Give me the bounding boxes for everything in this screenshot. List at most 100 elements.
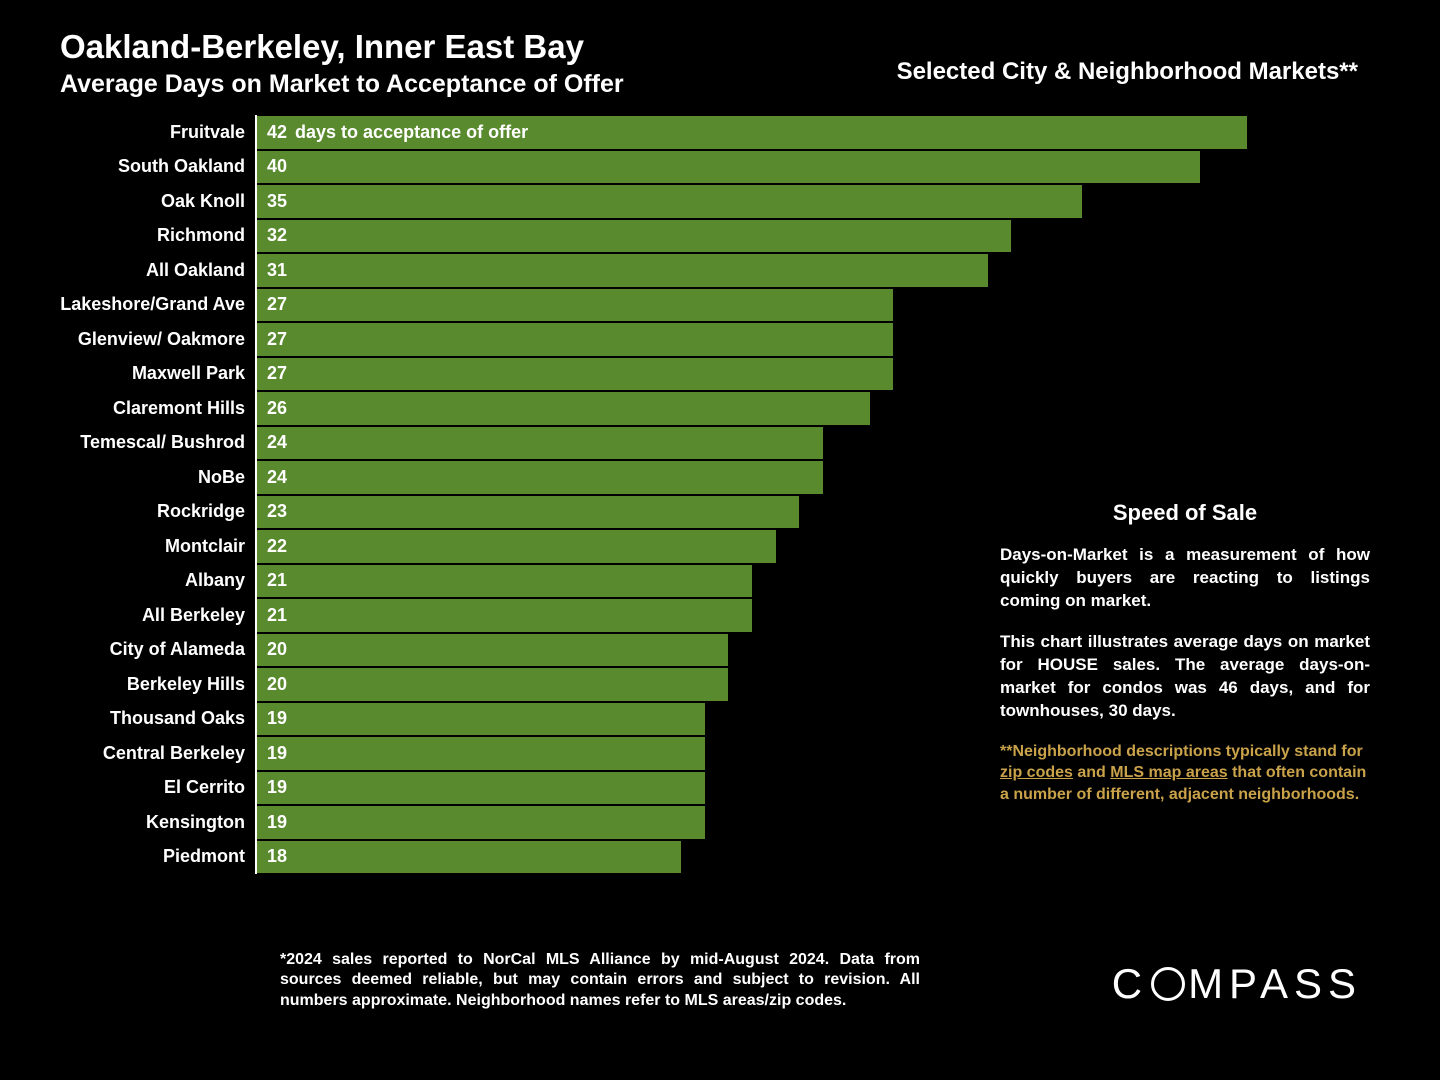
- footnote-text: **Neighborhood descriptions typically st…: [1000, 743, 1363, 760]
- chart-row-label: Fruitvale: [60, 122, 255, 143]
- chart-row-label: Temescal/ Bushrod: [60, 432, 255, 453]
- chart-bar-track: 27: [255, 322, 1250, 357]
- chart-row-label: Berkeley Hills: [60, 674, 255, 695]
- sidebar-paragraph-1: Days-on-Market is a measurement of how q…: [1000, 544, 1370, 613]
- chart-bar: 19: [257, 772, 705, 805]
- chart-bar-value: 21: [267, 570, 287, 591]
- compass-logo: C MPASS: [1112, 960, 1362, 1008]
- chart-bar-value: 23: [267, 501, 287, 522]
- chart-row: Oak Knoll 35: [60, 184, 1250, 219]
- chart-row: Kensington19: [60, 805, 1250, 840]
- chart-row: Maxwell Park27: [60, 357, 1250, 392]
- chart-bar-value: 31: [267, 260, 287, 281]
- footnote-text: and: [1073, 764, 1110, 781]
- chart-bar-track: 40: [255, 150, 1250, 185]
- chart-bar-value: 35: [267, 191, 287, 212]
- chart-bar-track: 32: [255, 219, 1250, 254]
- chart-bar: 21: [257, 565, 752, 598]
- chart-bar-value: 19: [267, 708, 287, 729]
- chart-bar-value: 18: [267, 846, 287, 867]
- chart-bar-value: 42: [267, 122, 287, 143]
- chart-bar-track: 19: [255, 805, 1250, 840]
- chart-bar-track: 42 days to acceptance of offer: [255, 115, 1250, 150]
- chart-row: Claremont Hills 26: [60, 391, 1250, 426]
- chart-row-label: Richmond: [60, 225, 255, 246]
- chart-bar-value: 20: [267, 674, 287, 695]
- chart-row-label: Maxwell Park: [60, 363, 255, 384]
- chart-bar-track: 31: [255, 253, 1250, 288]
- chart-bar: 20: [257, 634, 728, 667]
- chart-row: Fruitvale 42 days to acceptance of offer: [60, 115, 1250, 150]
- chart-bar: 32: [257, 220, 1011, 253]
- chart-row-label: Rockridge: [60, 501, 255, 522]
- chart-row: Lakeshore/Grand Ave 27: [60, 288, 1250, 323]
- chart-bar-value: 26: [267, 398, 287, 419]
- chart-bar-value: 24: [267, 432, 287, 453]
- chart-row: NoBe 24: [60, 460, 1250, 495]
- chart-bar: 27: [257, 323, 893, 356]
- chart-bar: 23: [257, 496, 799, 529]
- header-right-label: Selected City & Neighborhood Markets**: [897, 58, 1358, 86]
- chart-row: Richmond 32: [60, 219, 1250, 254]
- chart-bar: 20: [257, 668, 728, 701]
- chart-bar: 31: [257, 254, 988, 287]
- sidebar-title: Speed of Sale: [1000, 500, 1370, 526]
- chart-bar-value: 19: [267, 743, 287, 764]
- chart-bar-value: 27: [267, 294, 287, 315]
- chart-bar-value: 21: [267, 605, 287, 626]
- chart-row-label: NoBe: [60, 467, 255, 488]
- chart-row: Glenview/ Oakmore 27: [60, 322, 1250, 357]
- chart-bar: 27: [257, 358, 893, 391]
- chart-bar-track: 24: [255, 460, 1250, 495]
- chart-bar: 21: [257, 599, 752, 632]
- chart-bar-value: 20: [267, 639, 287, 660]
- chart-bar-track: 26: [255, 391, 1250, 426]
- chart-bar-value: 32: [267, 225, 287, 246]
- chart-row-label: All Berkeley: [60, 605, 255, 626]
- chart-bar: 26: [257, 392, 870, 425]
- chart-bar: 19: [257, 703, 705, 736]
- chart-bar: 22: [257, 530, 776, 563]
- chart-row-label: Lakeshore/Grand Ave: [60, 294, 255, 315]
- chart-row-label: Thousand Oaks: [60, 708, 255, 729]
- chart-row: Piedmont 18: [60, 840, 1250, 875]
- chart-row-label: Claremont Hills: [60, 398, 255, 419]
- chart-bar-value: 40: [267, 156, 287, 177]
- chart-bar: 35: [257, 185, 1082, 218]
- chart-bar: 19: [257, 806, 705, 839]
- logo-text-pre: C: [1112, 960, 1148, 1008]
- chart-bar: 19: [257, 737, 705, 770]
- chart-bar-value: 24: [267, 467, 287, 488]
- footnote-link: MLS map areas: [1110, 764, 1227, 781]
- chart-row-label: Montclair: [60, 536, 255, 557]
- footnote-link: zip codes: [1000, 764, 1073, 781]
- chart-row: South Oakland 40: [60, 150, 1250, 185]
- chart-bar-track: 24: [255, 426, 1250, 461]
- chart-bar-value: 22: [267, 536, 287, 557]
- chart-bar-track: 27: [255, 357, 1250, 392]
- chart-row: All Oakland 31: [60, 253, 1250, 288]
- chart-row-label: Albany: [60, 570, 255, 591]
- chart-bar: 27: [257, 289, 893, 322]
- logo-circle-icon: [1151, 967, 1185, 1001]
- chart-row-label: El Cerrito: [60, 777, 255, 798]
- chart-row-label: City of Alameda: [60, 639, 255, 660]
- chart-row-label: Glenview/ Oakmore: [60, 329, 255, 350]
- chart-bar-value: 19: [267, 812, 287, 833]
- chart-row-label: Central Berkeley: [60, 743, 255, 764]
- chart-row-label: Oak Knoll: [60, 191, 255, 212]
- chart-bar-track: 35: [255, 184, 1250, 219]
- chart-bar-track: 18: [255, 840, 1250, 875]
- chart-bar: 24: [257, 427, 823, 460]
- chart-row-label: Piedmont: [60, 846, 255, 867]
- logo-text-post: MPASS: [1188, 960, 1362, 1008]
- chart-bar-suffix: days to acceptance of offer: [295, 122, 528, 143]
- sidebar-paragraph-2: This chart illustrates average days on m…: [1000, 631, 1370, 723]
- chart-row-label: All Oakland: [60, 260, 255, 281]
- chart-bar-value: 27: [267, 329, 287, 350]
- sidebar-info: Speed of Sale Days-on-Market is a measur…: [1000, 500, 1370, 805]
- chart-row-label: South Oakland: [60, 156, 255, 177]
- chart-bar: 24: [257, 461, 823, 494]
- chart-bar: 40: [257, 151, 1200, 184]
- chart-bar-value: 19: [267, 777, 287, 798]
